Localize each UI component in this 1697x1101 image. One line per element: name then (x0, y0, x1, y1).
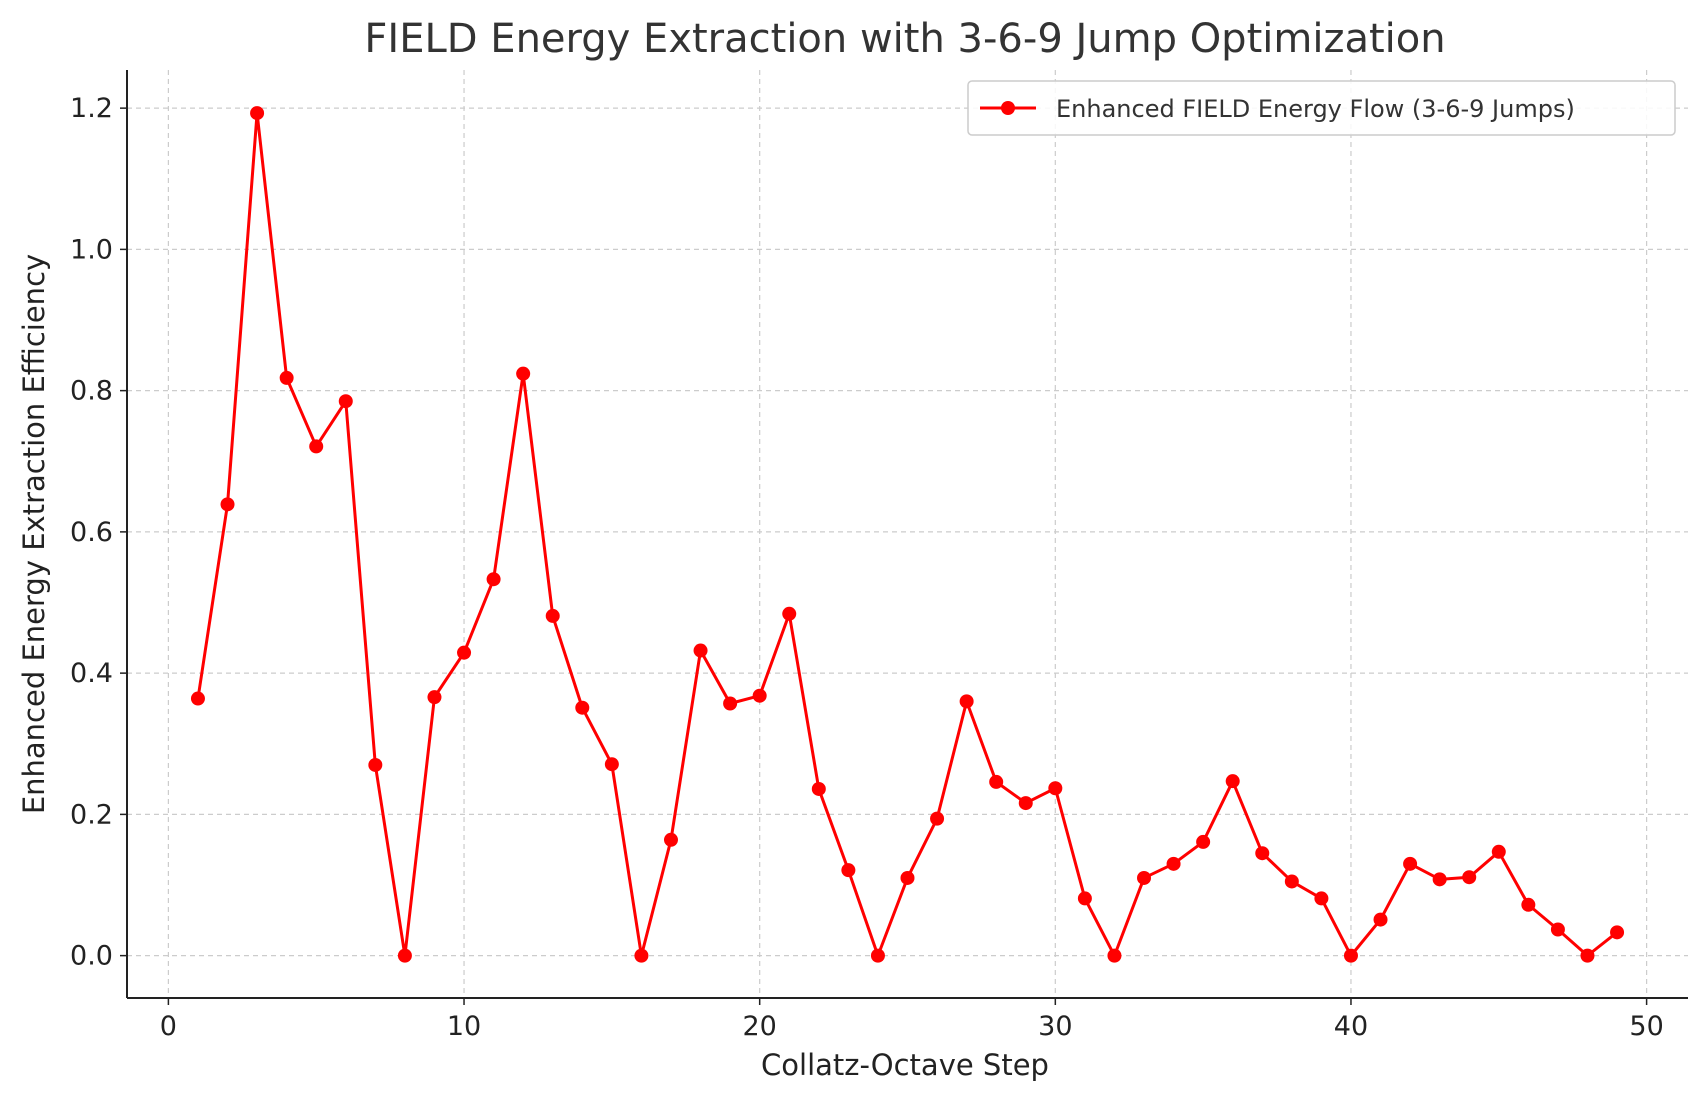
data-point (338, 394, 353, 409)
data-point (841, 863, 856, 878)
data-point (279, 370, 294, 385)
data-point (1137, 870, 1152, 885)
data-point (930, 811, 945, 826)
x-axis-label: Collatz-Octave Step (761, 1048, 1049, 1082)
x-tick-label: 20 (742, 1011, 776, 1042)
data-point (782, 606, 797, 621)
data-point (1521, 897, 1536, 912)
data-point (1196, 834, 1211, 849)
data-point (1048, 781, 1063, 796)
x-tick-label: 10 (447, 1011, 481, 1042)
y-tick-label: 0.8 (70, 376, 113, 407)
data-point (604, 757, 619, 772)
data-point (1491, 844, 1506, 859)
data-point (368, 757, 383, 772)
grid-lines (127, 70, 1688, 998)
y-tick-label: 0.6 (70, 517, 113, 548)
y-axis-ticks: 0.0 0.2 0.4 0.6 0.8 1.0 1.2 (70, 93, 127, 972)
y-tick-label: 1.0 (70, 234, 113, 265)
data-point (1403, 856, 1418, 871)
x-tick-label: 50 (1629, 1011, 1663, 1042)
data-point (663, 832, 678, 847)
data-point (870, 948, 885, 963)
x-tick-label: 0 (160, 1011, 177, 1042)
data-point (1314, 891, 1329, 906)
data-point (250, 106, 265, 121)
data-point (959, 694, 974, 709)
data-point (1373, 912, 1388, 927)
legend: Enhanced FIELD Energy Flow (3-6-9 Jumps) (967, 80, 1676, 136)
data-point (634, 948, 649, 963)
data-point (693, 643, 708, 658)
data-point (989, 774, 1004, 789)
y-tick-label: 0.2 (70, 799, 113, 830)
data-point (752, 688, 767, 703)
data-point (723, 696, 738, 711)
legend-marker-swatch (1001, 101, 1015, 115)
data-point (1284, 874, 1299, 889)
data-point (1255, 846, 1270, 861)
data-point (1610, 925, 1625, 940)
y-tick-label: 0.0 (70, 941, 113, 972)
data-point (190, 691, 205, 706)
y-tick-label: 0.4 (70, 658, 113, 689)
data-point (575, 700, 590, 715)
data-point (545, 608, 560, 623)
data-point (1225, 774, 1240, 789)
data-point (457, 645, 472, 660)
series-line (196, 111, 1618, 958)
data-point (309, 439, 324, 454)
data-point (397, 948, 412, 963)
data-point (1580, 948, 1595, 963)
data-point (900, 870, 915, 885)
legend-box (967, 80, 1676, 136)
data-point (220, 497, 235, 512)
y-tick-label: 1.2 (70, 93, 113, 124)
data-point (1343, 948, 1358, 963)
data-point (1107, 948, 1122, 963)
data-point (427, 690, 442, 705)
data-point (1462, 870, 1477, 885)
data-point (1432, 872, 1447, 887)
x-tick-label: 40 (1334, 1011, 1368, 1042)
data-point (1018, 796, 1033, 811)
data-point (811, 781, 826, 796)
x-tick-label: 30 (1038, 1011, 1072, 1042)
data-point (1077, 891, 1092, 906)
data-point (516, 366, 531, 381)
y-axis-label: Enhanced Energy Extraction Efficiency (17, 254, 51, 814)
data-point (1550, 922, 1565, 937)
x-axis-ticks: 0 10 20 30 40 50 (160, 998, 1664, 1042)
data-point (1166, 856, 1181, 871)
legend-entry-label: Enhanced FIELD Energy Flow (3-6-9 Jumps) (1056, 95, 1575, 123)
data-point (486, 572, 501, 587)
series-layer (190, 106, 1625, 963)
chart-title: FIELD Energy Extraction with 3-6-9 Jump … (364, 16, 1445, 62)
